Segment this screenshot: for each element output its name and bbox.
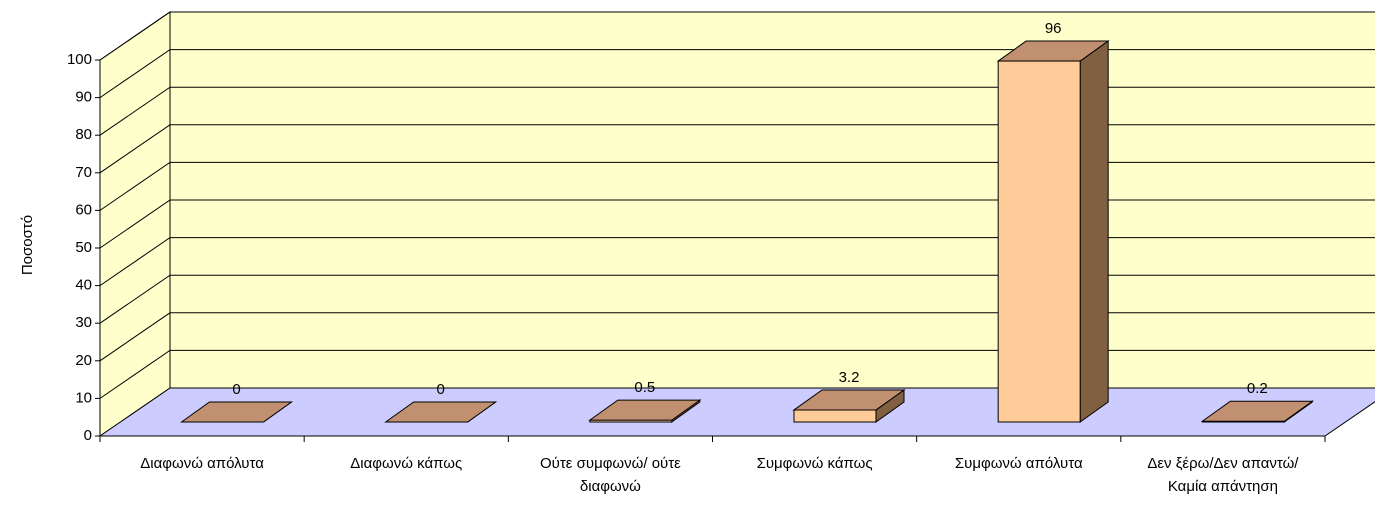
bar-side <box>1079 40 1109 423</box>
bar-top <box>179 401 294 423</box>
y-tick-label: 30 <box>75 314 92 331</box>
y-tick-label: 80 <box>75 126 92 143</box>
value-label: 96 <box>1045 20 1062 37</box>
x-tick-label: Συμφωνώ απόλυτα <box>954 455 1083 472</box>
bar <box>997 60 1081 423</box>
bar-top <box>588 399 702 421</box>
value-label: 0.2 <box>1247 380 1268 397</box>
x-tick-label: Διαφωνώ κάπως <box>350 455 463 472</box>
y-tick-label: 100 <box>67 51 92 68</box>
floor <box>98 387 1375 437</box>
grid-line <box>99 11 1375 61</box>
bar-top <box>384 401 498 423</box>
x-tick-label: Διαφωνώ απόλυτα <box>140 455 264 472</box>
value-label: 3.2 <box>839 369 860 386</box>
y-tick-label: 70 <box>75 164 92 181</box>
x-tick-label: Συμφωνώ κάπως <box>756 455 873 472</box>
y-tick-label: 90 <box>75 89 92 106</box>
y-tick-label: 0 <box>84 427 92 444</box>
x-tick-label: Δεν ξέρω/Δεν απαντώ/Καμία απάντηση <box>1147 455 1299 495</box>
value-label: 0 <box>436 381 444 398</box>
y-tick-label: 60 <box>75 201 92 218</box>
y-tick-label: 10 <box>75 389 92 406</box>
bar <box>793 409 877 423</box>
bar-top <box>1200 400 1314 422</box>
y-axis-label: Ποσοστό <box>19 215 36 275</box>
bar-top <box>996 40 1110 62</box>
y-tick-label: 50 <box>75 239 92 256</box>
y-tick-label: 20 <box>75 352 92 369</box>
bar-top <box>792 389 906 411</box>
x-tick-label: Ούτε συμφωνώ/ ούτε διαφωνώ <box>539 455 681 495</box>
value-label: 0 <box>232 381 240 398</box>
value-label: 0.5 <box>634 379 655 396</box>
y-tick-label: 40 <box>75 277 92 294</box>
